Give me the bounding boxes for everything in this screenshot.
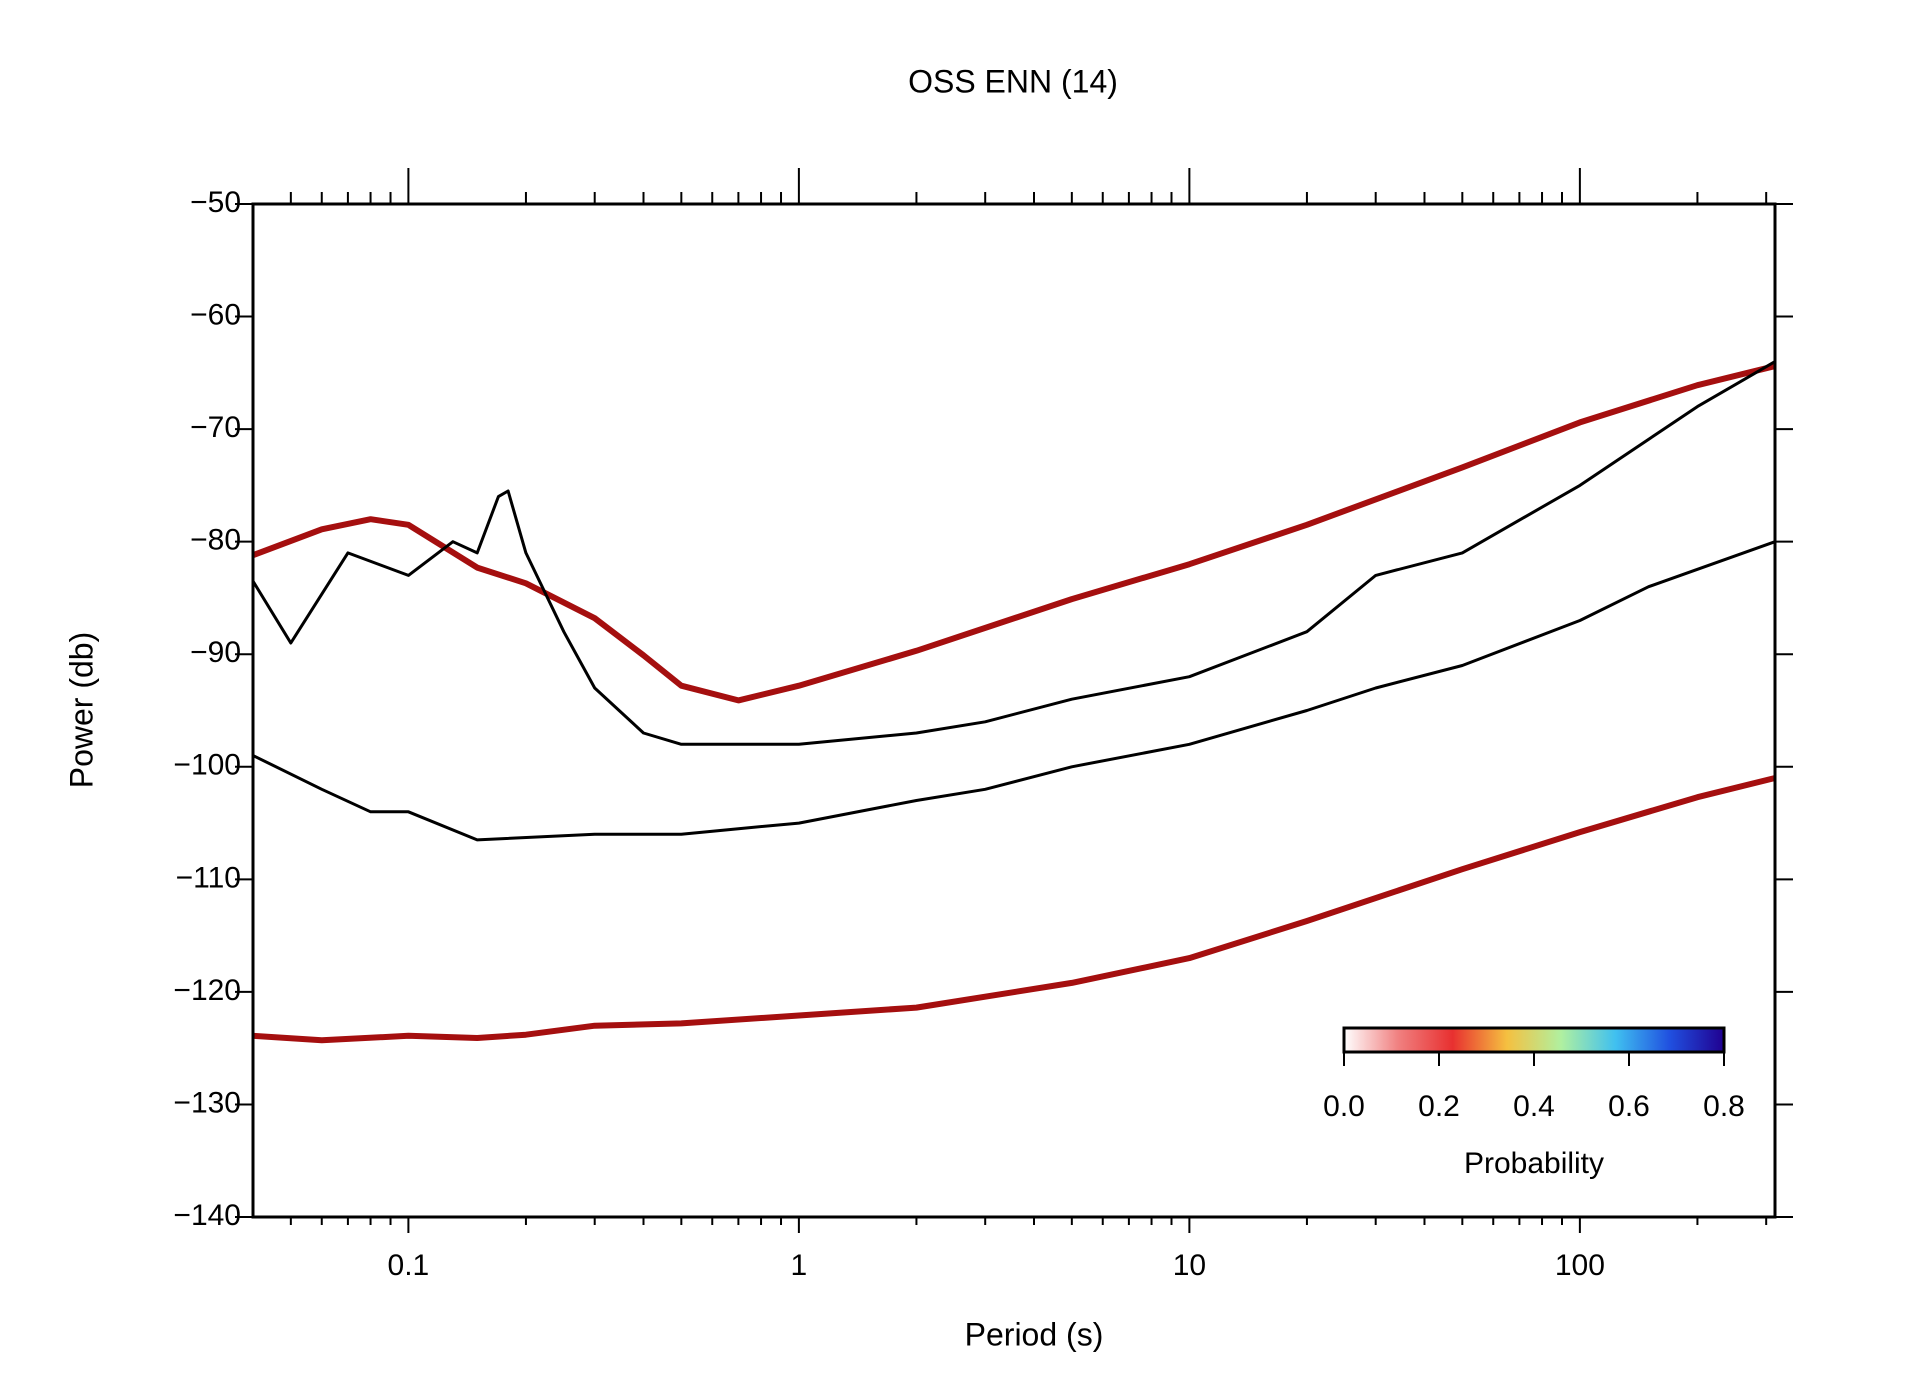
- series-line: [252, 540, 1776, 842]
- colorbar: [1342, 1026, 1726, 1054]
- y-tick-label: −130: [173, 1086, 241, 1119]
- y-tick-label: −50: [190, 186, 241, 219]
- x-tick-label: 1: [791, 1249, 808, 1282]
- x-axis-label: Period (s): [965, 1316, 1104, 1352]
- series-line: [252, 775, 1776, 1044]
- y-axis-label: Power (db): [63, 632, 99, 789]
- series-line: [251, 360, 1776, 746]
- colorbar-tick-label: 0.2: [1418, 1090, 1460, 1123]
- chart-title: OSS ENN (14): [908, 63, 1118, 99]
- colorbar-tick-label: 0.6: [1608, 1090, 1650, 1123]
- y-tick-label: −80: [190, 524, 241, 557]
- colorbar-tick-label: 0.0: [1323, 1090, 1365, 1123]
- y-tick-label: −60: [190, 298, 241, 331]
- x-tick-label: 0.1: [388, 1249, 430, 1282]
- x-tick-label: 100: [1555, 1249, 1605, 1282]
- colorbar-tick-label: 0.8: [1703, 1090, 1745, 1123]
- y-tick-label: −90: [190, 636, 241, 669]
- colorbar-label: Probability: [1464, 1147, 1604, 1180]
- y-tick-label: −70: [190, 411, 241, 444]
- series-line: [252, 528, 1776, 791]
- y-tick-label: −120: [173, 974, 241, 1007]
- series-line: [251, 363, 1776, 704]
- y-tick-label: −100: [173, 749, 241, 782]
- colorbar-tick-label: 0.4: [1513, 1090, 1555, 1123]
- plot-frame: [251, 202, 1777, 1219]
- y-tick-label: −110: [176, 861, 241, 894]
- y-tick-label: −140: [173, 1199, 241, 1232]
- x-tick-label: 10: [1173, 1249, 1206, 1282]
